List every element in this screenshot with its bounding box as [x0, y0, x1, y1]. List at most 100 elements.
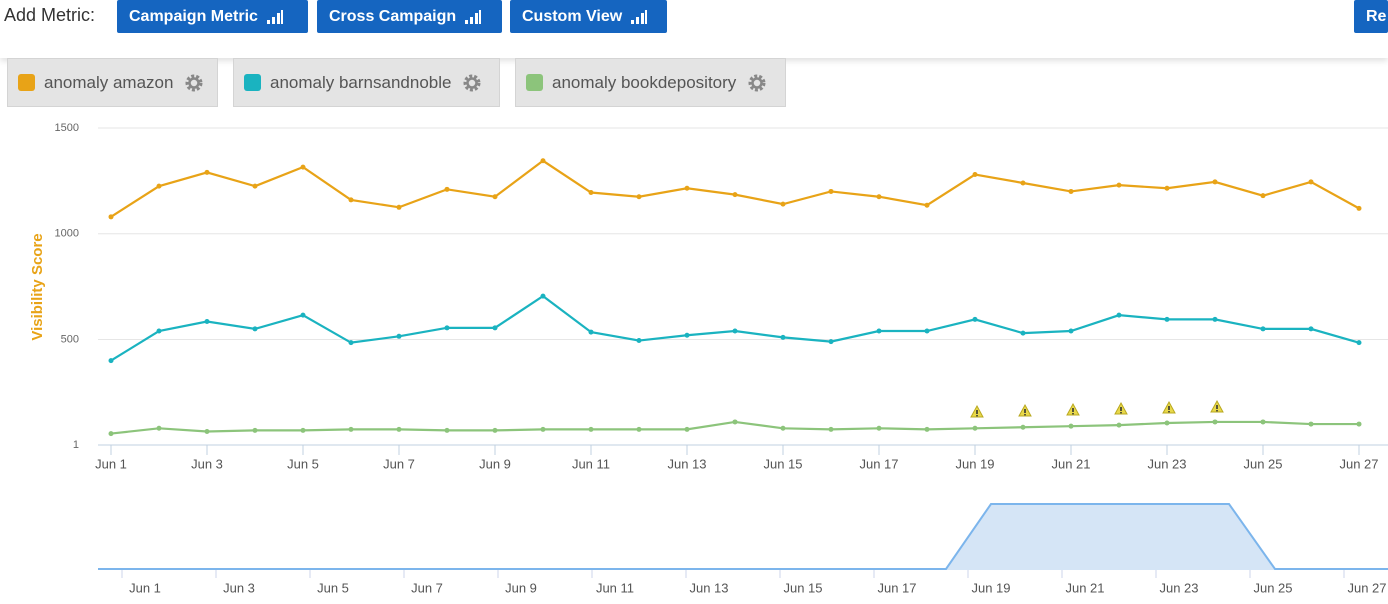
data-point: [636, 194, 642, 200]
x-tick-label: Jun 27: [1339, 456, 1378, 471]
data-point: [924, 202, 930, 208]
navigator-tick-label: Jun 11: [596, 580, 634, 595]
x-tick-label: Jun 7: [383, 456, 415, 471]
data-point: [540, 158, 546, 164]
settings-icon[interactable]: [463, 74, 481, 92]
report-button[interactable]: Re: [1354, 0, 1388, 33]
x-tick-label: Jun 1: [95, 456, 127, 471]
data-point: [1356, 205, 1362, 211]
data-point: [684, 185, 690, 191]
x-tick-label: Jun 17: [859, 456, 898, 471]
chart-icon: [266, 9, 283, 24]
x-tick-label: Jun 15: [763, 456, 802, 471]
warning-mark: [1168, 406, 1170, 410]
warning-dot: [1120, 412, 1122, 414]
navigator-tick-label: Jun 21: [1065, 580, 1104, 595]
data-point: [348, 340, 354, 346]
legend-item[interactable]: anomaly bookdepository: [515, 58, 786, 107]
y-tick-label: 500: [61, 333, 79, 345]
data-point: [540, 293, 546, 299]
legend-item[interactable]: anomaly amazon: [7, 58, 218, 107]
cross-campaign-button[interactable]: Cross Campaign: [317, 0, 502, 33]
data-point: [1356, 421, 1362, 427]
button-text: Custom View: [522, 7, 623, 25]
data-point: [300, 312, 306, 318]
data-point: [684, 426, 690, 432]
warning-icon: [970, 404, 984, 418]
legend-label: anomaly barnsandnoble: [270, 72, 452, 92]
settings-icon[interactable]: [748, 74, 766, 92]
data-point: [1164, 185, 1170, 191]
data-point: [108, 214, 114, 220]
legend-swatch: [18, 74, 35, 91]
data-point: [492, 325, 498, 331]
data-point: [396, 426, 402, 432]
data-point: [780, 425, 786, 431]
campaign-metric-button[interactable]: Campaign Metric: [117, 0, 308, 33]
data-point: [108, 431, 114, 437]
data-point: [636, 426, 642, 432]
warning-mark: [1072, 408, 1074, 412]
data-point: [828, 426, 834, 432]
y-tick-label: 1500: [55, 122, 79, 134]
data-point: [252, 183, 258, 189]
data-point: [588, 426, 594, 432]
data-point: [732, 419, 738, 425]
warning-icon: [1162, 400, 1176, 414]
warning-dot: [1216, 410, 1218, 412]
data-point: [636, 338, 642, 344]
legend-label: anomaly amazon: [44, 72, 174, 92]
data-point: [876, 328, 882, 334]
data-point: [1020, 424, 1026, 430]
data-point: [1116, 422, 1122, 428]
button-text: Re: [1366, 7, 1387, 25]
anomaly-markers: [970, 399, 1224, 418]
data-point: [972, 316, 978, 322]
data-point: [204, 169, 210, 175]
data-point: [348, 197, 354, 203]
navigator-tick-label: Jun 9: [505, 580, 537, 595]
data-point: [588, 329, 594, 335]
legend-item[interactable]: anomaly barnsandnoble: [233, 58, 500, 107]
data-point: [1212, 316, 1218, 322]
data-point: [972, 172, 978, 178]
warning-icon: [1066, 402, 1080, 416]
warning-icon: [1018, 403, 1032, 417]
data-point: [828, 188, 834, 194]
navigator-tick-label: Jun 13: [689, 580, 728, 595]
custom-view-button[interactable]: Custom View: [510, 0, 667, 33]
data-point: [1356, 340, 1362, 346]
data-point: [1212, 419, 1218, 425]
data-point: [732, 192, 738, 198]
data-point: [828, 339, 834, 345]
data-point: [684, 332, 690, 338]
data-point: [1308, 421, 1314, 427]
data-point: [156, 328, 162, 334]
button-text: Cross Campaign: [329, 7, 457, 25]
y-tick-label: 1000: [55, 228, 79, 240]
navigator-tick-label: Jun 1: [129, 580, 161, 595]
settings-icon[interactable]: [185, 74, 203, 92]
data-point: [924, 328, 930, 334]
data-point: [156, 425, 162, 431]
navigator-line: [98, 503, 1388, 570]
data-point: [1068, 188, 1074, 194]
navigator-tick-label: Jun 7: [411, 580, 443, 595]
data-point: [1068, 328, 1074, 334]
data-point: [252, 326, 258, 332]
warning-mark: [976, 410, 978, 414]
data-point: [300, 164, 306, 170]
series-line: [110, 159, 1360, 218]
add-metric-label: Add Metric:: [4, 5, 96, 25]
data-point: [1308, 326, 1314, 332]
navigator: [98, 503, 1388, 570]
x-tick-label: Jun 19: [955, 456, 994, 471]
x-tick-label: Jun 25: [1243, 456, 1282, 471]
x-tick-label: Jun 11: [572, 456, 610, 471]
data-point: [396, 204, 402, 210]
x-tick-label: Jun 21: [1051, 456, 1090, 471]
data-point: [300, 427, 306, 433]
data-point: [396, 333, 402, 339]
data-point: [732, 328, 738, 334]
data-point: [252, 427, 258, 433]
